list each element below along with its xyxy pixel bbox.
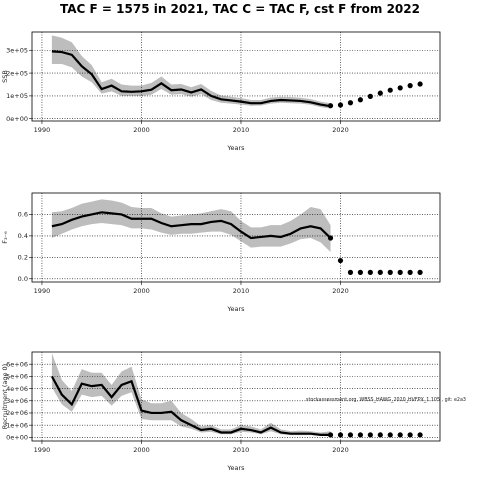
f-forecast-point-2023 <box>367 269 373 275</box>
f-estimate-line <box>51 211 332 240</box>
f-xtick-label-0: 1990 <box>34 287 51 295</box>
ssb-ytick-label-1: 1e+05 <box>6 92 28 100</box>
f-xtick-label-3: 2020 <box>332 287 349 295</box>
f-plot-frame <box>31 192 441 283</box>
recruitment-ytick-label-1: 1e+06 <box>6 421 28 429</box>
recruitment-forecast-point-2023 <box>367 432 373 438</box>
recruitment-forecast-point-2024 <box>377 432 383 438</box>
ssb-forecast-point-2028 <box>417 81 423 87</box>
ssb-xlabel: Years <box>226 144 245 152</box>
ssb-forecast-point-2023 <box>367 93 373 99</box>
ssb-forecast-point-2025 <box>387 87 393 93</box>
panel-ssb: 1990 2000 2010 2020 0e+00 1e+05 2e+05 3e+05 Year… <box>1 31 441 152</box>
f-ytick-label-1: 0.2 <box>18 254 28 262</box>
recruitment-estimate-line <box>50 375 331 437</box>
f-xlabel: Years <box>226 305 245 313</box>
recruitment-forecast-point-2021 <box>347 432 354 438</box>
ssb-estimate-line <box>51 50 331 108</box>
recruitment-forecast-point-2022 <box>357 432 363 438</box>
f-forecast-point-2021 <box>347 269 354 275</box>
f-forecast-point-2028 <box>417 269 423 275</box>
recruitment-forecast-point-2027 <box>407 432 413 438</box>
f-forecast-point-2027 <box>407 269 413 275</box>
recruitment-ytick-label-0: 0e+00 <box>6 434 28 442</box>
recruitment-forecast-point-2019 <box>327 432 334 438</box>
ssb-forecast-point-2022 <box>357 97 363 103</box>
recruitment-forecast-point-2028 <box>417 432 423 438</box>
recruitment-forecast-point-2025 <box>387 432 393 438</box>
ssb-ytick-label-0: 0e+00 <box>6 115 28 123</box>
recruitment-xtick-label-2: 2010 <box>233 446 250 454</box>
recruitment-ytick-label-4: 4e+06 <box>6 385 28 393</box>
ssb-ytick-label-3: 3e+05 <box>6 46 28 54</box>
recruitment-ytick-label-2: 2e+06 <box>6 409 28 417</box>
panel-f: 1990 2000 2010 2020 0.0 0.2 0.4 0.6 Years F₃₋₆ <box>1 192 441 313</box>
f-ytick-label-0: 0.0 <box>18 275 28 283</box>
recruitment-confidence-band <box>51 353 331 436</box>
recruitment-ytick-label-3: 3e+06 <box>6 397 28 405</box>
f-forecast-point-2026 <box>397 269 403 275</box>
chart-title: TAC F = 1575 in 2021, TAC C = TAC F, cst… <box>60 2 420 16</box>
recruitment-annotation: stockassessment.org, WBSS_HAWG_2020_HVFP… <box>306 397 466 403</box>
ssb-ylabel: SSB <box>1 70 9 83</box>
f-forecast-point-2020 <box>337 257 344 264</box>
ssb-xtick-label-0: 1990 <box>34 126 51 134</box>
recruitment-ylabel: Recruitment (age 0) <box>1 364 9 429</box>
f-confidence-band <box>51 199 331 252</box>
ssb-xtick-label-1: 2000 <box>133 126 150 134</box>
ssb-forecast-point-2019 <box>327 103 334 109</box>
ssb-xtick-label-3: 2020 <box>332 126 349 134</box>
f-xtick-label-1: 2000 <box>133 287 150 295</box>
ssb-plot-frame <box>31 31 441 122</box>
recruitment-xlabel: Years <box>226 464 245 472</box>
ssb-ytick-label-2: 2e+05 <box>6 69 28 77</box>
recruitment-ytick-label-5: 5e+06 <box>6 373 28 381</box>
ssb-xtick-label-2: 2010 <box>233 126 250 134</box>
f-ylabel: F₃₋₆ <box>1 231 9 244</box>
panel-recruitment: 1990 2000 2010 2020 0e+00 1e+06 2e+06 3e+06 4e+0… <box>1 351 466 472</box>
f-forecast-point-2025 <box>387 269 393 275</box>
recruitment-forecast-point-2020 <box>337 432 344 438</box>
f-ytick-label-2: 0.4 <box>18 232 28 240</box>
recruitment-forecast-point-2026 <box>397 432 403 438</box>
f-forecast-point-2022 <box>357 269 363 275</box>
recruitment-xtick-label-3: 2020 <box>332 446 349 454</box>
ssb-forecast-point-2027 <box>407 83 413 89</box>
recruitment-xtick-label-1: 2000 <box>133 446 150 454</box>
ssb-forecast-point-2020 <box>337 102 344 108</box>
ssb-confidence-band <box>51 35 331 109</box>
recruitment-ytick-label-6: 6e+06 <box>6 360 28 368</box>
ssb-forecast-point-2026 <box>397 85 403 91</box>
f-xtick-label-2: 2010 <box>233 287 250 295</box>
ssb-forecast-point-2021 <box>347 100 354 106</box>
ssb-forecast-point-2024 <box>377 90 383 96</box>
f-forecast-point-2019 <box>327 235 334 241</box>
f-ytick-label-3: 0.6 <box>18 211 28 219</box>
recruitment-plot-frame <box>31 351 441 442</box>
f-forecast-point-2024 <box>377 269 383 275</box>
recruitment-xtick-label-0: 1990 <box>34 446 51 454</box>
panels: 1990 2000 2010 2020 0e+00 1e+05 2e+05 3e+05 Year… <box>1 31 466 472</box>
